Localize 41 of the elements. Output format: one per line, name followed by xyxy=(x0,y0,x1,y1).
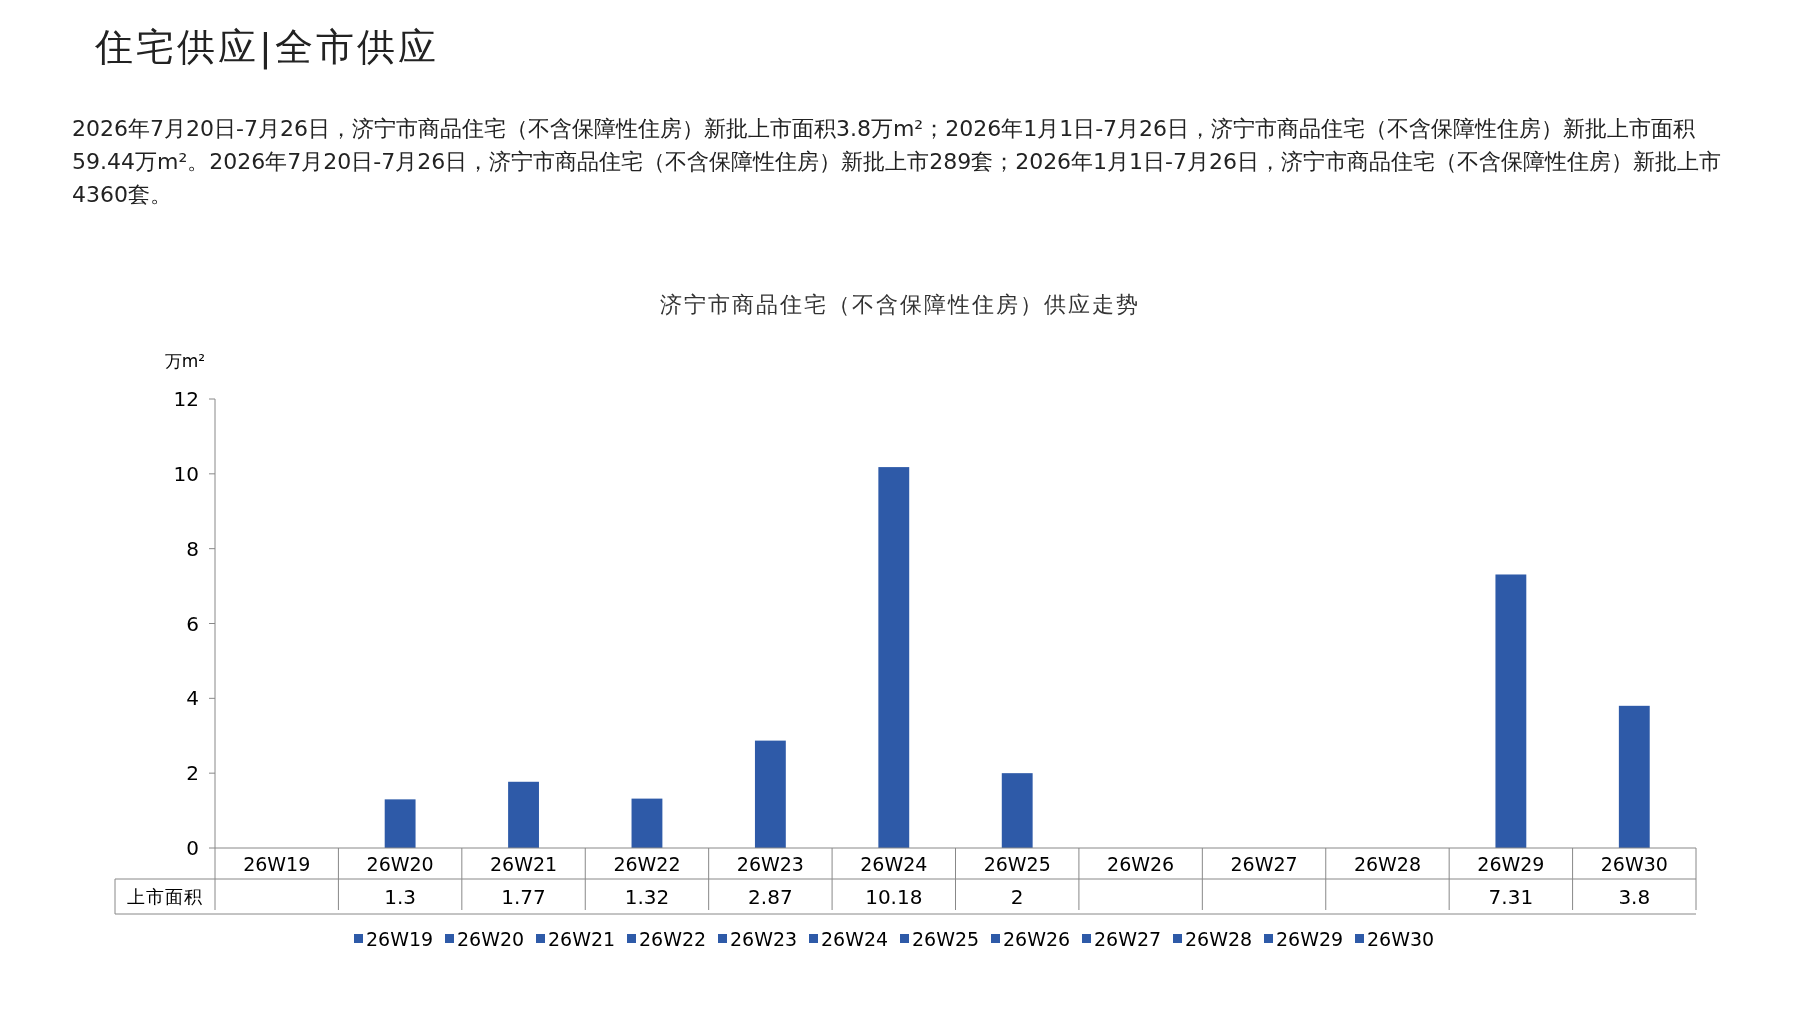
x-tick-label: 26W21 xyxy=(489,853,558,875)
data-label: 2 xyxy=(1010,885,1024,909)
x-tick-label: 26W30 xyxy=(1600,853,1668,875)
data-label: 1.77 xyxy=(501,885,546,909)
bar xyxy=(384,799,416,848)
data-label: 1.32 xyxy=(624,885,670,909)
y-tick-label: 0 xyxy=(186,836,199,860)
x-tick-label: 26W28 xyxy=(1353,853,1422,875)
x-tick-label: 26W27 xyxy=(1230,853,1298,875)
x-tick-label: 26W19 xyxy=(243,853,311,875)
bar xyxy=(508,781,539,848)
y-tick-label: 10 xyxy=(173,461,199,486)
text: 2026年7月20日-7月26日，济宁市商品住宅（不含保障性住房）新批上市面积3.8万m²；2026年1月1日-7月26日，济宁市商品住宅（不含保障性住房）新批上市面积59.44万m²。2026年7月20日-7月26日，济宁市商品住宅（不含保障性住房）新批上市289套；2026年1月1日-7月26日，济宁市商品住宅（不含保障性住房）新批上市4360套。 xyxy=(72,115,1723,209)
x-tick-label: 26W20 xyxy=(366,853,434,875)
legend: 26W19 26W20 26W21 26W22 26W23 26W24 26W25 26W26 26W27 26W28 26W29 26W30 xyxy=(354,928,1435,950)
y-tick-label: 12 xyxy=(173,387,199,411)
text: 上市面积 xyxy=(127,886,203,907)
data-label: 2.87 xyxy=(748,885,793,909)
y-tick-label: 8 xyxy=(186,536,199,561)
chart-subtitle: 济宁市商品住宅（不含保障性住房）供应走势 xyxy=(660,292,1140,317)
y-tick-label: 2 xyxy=(186,761,199,786)
bar xyxy=(1001,773,1033,848)
y-axis-title: 万m² xyxy=(164,351,206,371)
chart-title: 住宅供应|全市供应 xyxy=(95,24,439,72)
x-tick-label: 26W26 xyxy=(1107,853,1175,875)
x-tick-label: 26W29 xyxy=(1477,853,1545,875)
data-label: 7.31 xyxy=(1488,885,1534,909)
data-label: 3.8 xyxy=(1618,885,1651,909)
data-label: 1.3 xyxy=(384,885,417,909)
y-tick-label: 4 xyxy=(186,686,199,711)
x-tick-label: 26W24 xyxy=(860,853,928,875)
bar xyxy=(1618,705,1650,848)
bar xyxy=(631,798,663,848)
bar xyxy=(878,467,910,848)
bar xyxy=(1495,574,1527,848)
x-tick-label: 26W25 xyxy=(983,853,1051,875)
data-label: 10.18 xyxy=(865,885,923,909)
y-tick-label: 6 xyxy=(186,611,199,636)
x-tick-label: 26W22 xyxy=(613,853,681,875)
bar xyxy=(754,740,786,848)
x-tick-label: 26W23 xyxy=(736,853,804,875)
